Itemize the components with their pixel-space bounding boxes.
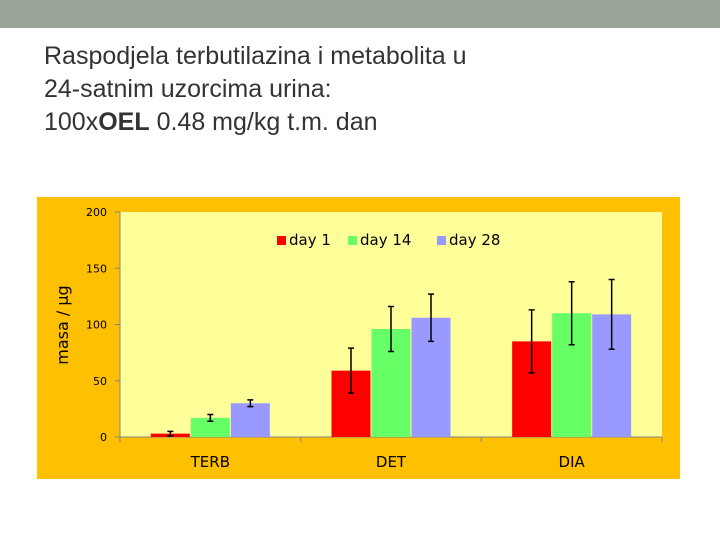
top-band — [0, 0, 720, 28]
y-tick-label: 0 — [100, 431, 107, 444]
y-axis-title: masa / µg — [53, 285, 72, 364]
title-oel: OEL — [98, 108, 150, 136]
y-tick-label: 150 — [86, 262, 107, 275]
slide-title: Raspodjela terbutilazina i metabolita u … — [44, 40, 684, 139]
x-category-label: DIA — [559, 453, 586, 471]
title-line-1: Raspodjela terbutilazina i metabolita u — [44, 42, 467, 70]
x-category-label: DET — [376, 453, 407, 471]
x-category-label: TERB — [190, 453, 230, 471]
legend-swatch — [277, 236, 286, 245]
legend-swatch — [437, 236, 446, 245]
y-tick-label: 50 — [93, 375, 107, 388]
bar — [190, 417, 230, 437]
title-line-3: 100xOEL 0.48 mg/kg t.m. dan — [44, 106, 684, 139]
legend-swatch — [348, 236, 357, 245]
y-tick-label: 200 — [86, 206, 107, 219]
title-suffix: 0.48 mg/kg t.m. dan — [149, 108, 378, 136]
legend-label: day 1 — [289, 231, 331, 249]
legend-label: day 28 — [449, 231, 500, 249]
title-prefix: 100x — [44, 108, 99, 136]
legend-label: day 14 — [360, 231, 411, 249]
title-line-2: 24-satnim uzorcima urina: — [44, 75, 332, 103]
bar — [230, 403, 270, 437]
y-tick-label: 100 — [86, 319, 107, 332]
